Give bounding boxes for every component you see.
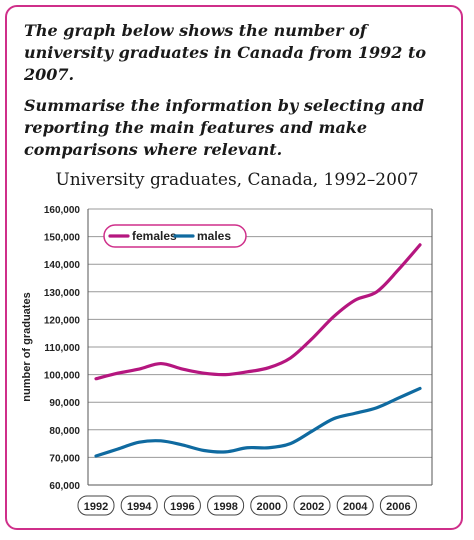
y-tick-label: 120,000 [44,315,81,326]
x-tick-label: 2006 [386,501,410,513]
x-tick-label: 1996 [170,501,194,513]
x-tick-box [77,495,115,516]
x-tick-box [250,495,288,516]
series-line-females [94,243,422,381]
y-tick-label: 80,000 [49,426,80,437]
y-tick-label: 130,000 [44,288,81,299]
x-tick-box [207,495,245,516]
y-tick-label: 140,000 [44,260,81,271]
x-tick-box [163,495,201,516]
y-tick-label: 110,000 [44,343,80,354]
x-tick-label: 1992 [84,501,108,513]
y-tick-label: 60,000 [49,481,80,492]
x-tick-label: 2000 [257,501,281,513]
y-tick-label: 70,000 [49,453,80,464]
task-instructions: Summarise the information by selecting a… [24,96,425,159]
y-tick-label: 90,000 [49,398,80,409]
x-tick-label: 1994 [127,501,152,513]
y-tick-label: 100,000 [44,371,81,382]
y-tick-label: 150,000 [44,233,81,244]
task-card [5,5,463,530]
x-tick-label: 2004 [343,501,368,513]
series-line-males [94,386,422,458]
x-tick-label: 2002 [300,501,324,513]
legend-label-males: males [197,229,231,243]
chart-title: University graduates, Canada, 1992–2007 [55,170,419,190]
legend-label-females: females [132,229,177,243]
task-prompt: The graph below shows the number of univ… [24,21,427,84]
x-tick-box [336,495,374,516]
x-tick-box [379,495,417,516]
x-tick-label: 1998 [213,501,237,513]
y-tick-label: 160,000 [44,205,81,216]
x-tick-box [120,495,158,516]
y-axis-label: number of graduates [21,292,33,401]
x-tick-box [293,495,331,516]
